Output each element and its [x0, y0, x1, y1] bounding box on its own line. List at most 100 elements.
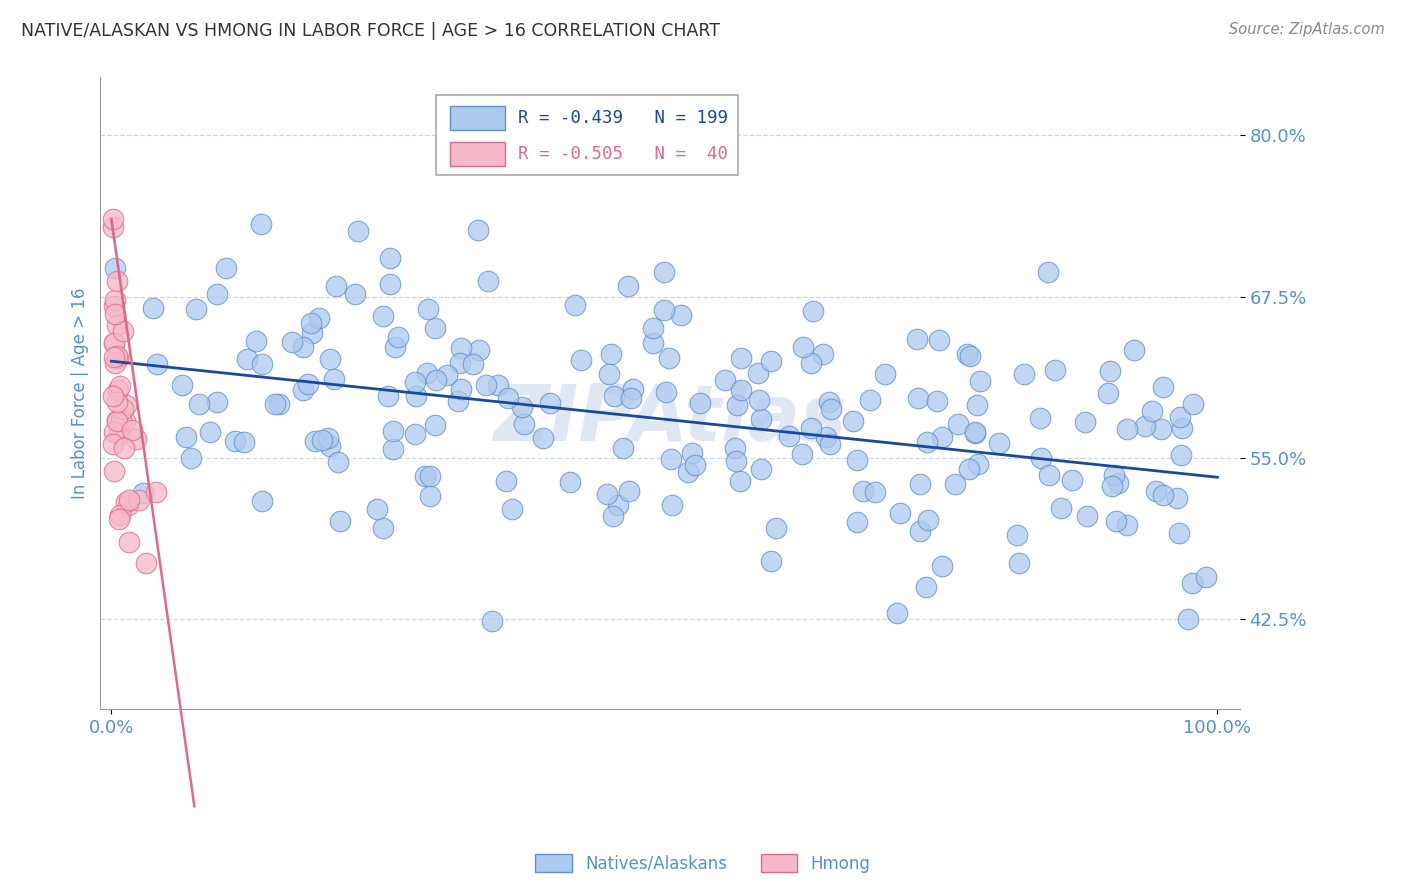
Point [103, 464, 125, 478]
Point [187, 397, 209, 411]
Point [931, 558, 953, 573]
Point [1170, 448, 1192, 462]
Point [103, 336, 125, 351]
Point [174, 430, 197, 444]
Point [311, 433, 333, 447]
Point [416, 366, 439, 380]
Point [198, 425, 221, 439]
Point [1181, 397, 1204, 411]
Point [264, 397, 287, 411]
Point [112, 401, 135, 416]
Point [1168, 409, 1191, 424]
Point [304, 434, 326, 448]
Point [818, 436, 841, 450]
Point [291, 383, 314, 397]
Point [103, 219, 125, 234]
Point [115, 495, 138, 509]
Point [748, 393, 770, 408]
Point [959, 349, 981, 363]
Point [564, 298, 586, 312]
Point [488, 377, 510, 392]
Point [641, 335, 664, 350]
Point [404, 375, 426, 389]
Point [917, 513, 939, 527]
Point [1195, 570, 1218, 584]
Point [145, 357, 167, 371]
Point [378, 277, 401, 292]
Point [104, 356, 127, 370]
Point [886, 606, 908, 620]
Point [496, 391, 519, 405]
Point [103, 335, 125, 350]
Point [380, 251, 402, 265]
Point [1101, 479, 1123, 493]
Point [531, 431, 554, 445]
Point [297, 377, 319, 392]
Point [987, 436, 1010, 450]
Point [689, 395, 711, 409]
Point [908, 477, 931, 491]
Point [328, 455, 350, 469]
Point [724, 454, 747, 468]
Point [377, 389, 399, 403]
Point [436, 368, 458, 383]
Point [966, 458, 988, 472]
Point [423, 320, 446, 334]
Point [842, 414, 865, 428]
Point [612, 441, 634, 455]
Point [681, 446, 703, 460]
Point [1050, 500, 1073, 515]
FancyBboxPatch shape [450, 142, 505, 166]
Point [101, 389, 124, 403]
Point [943, 476, 966, 491]
Point [905, 332, 928, 346]
Point [467, 343, 489, 358]
Point [322, 372, 344, 386]
Point [105, 413, 128, 427]
Text: R = -0.439   N = 199: R = -0.439 N = 199 [519, 109, 728, 127]
Point [1133, 419, 1156, 434]
Point [184, 301, 207, 316]
Point [301, 326, 323, 340]
Point [128, 493, 150, 508]
Point [450, 341, 472, 355]
Point [205, 395, 228, 409]
Point [118, 535, 141, 549]
Point [103, 350, 125, 364]
Point [236, 352, 259, 367]
Point [114, 414, 136, 428]
Point [956, 347, 979, 361]
Point [845, 453, 868, 467]
Point [1177, 612, 1199, 626]
Point [125, 432, 148, 446]
Point [245, 334, 267, 348]
Point [1116, 517, 1139, 532]
Point [115, 398, 138, 412]
Point [387, 329, 409, 343]
Point [1152, 380, 1174, 394]
Point [661, 498, 683, 512]
Point [928, 333, 950, 347]
Point [366, 501, 388, 516]
Point [852, 484, 875, 499]
Point [121, 423, 143, 437]
Point [117, 498, 139, 512]
Point [617, 483, 640, 498]
Point [800, 356, 823, 370]
Point [232, 434, 254, 449]
Text: Source: ZipAtlas.com: Source: ZipAtlas.com [1229, 22, 1385, 37]
FancyBboxPatch shape [436, 95, 738, 176]
Point [778, 429, 800, 443]
Point [107, 383, 129, 397]
Point [215, 260, 238, 275]
Point [180, 451, 202, 466]
Point [205, 287, 228, 301]
Point [925, 393, 948, 408]
Point [818, 394, 841, 409]
Point [669, 308, 692, 322]
Point [558, 475, 581, 489]
Point [606, 498, 628, 512]
Point [617, 279, 640, 293]
Point [714, 373, 737, 387]
Point [1150, 422, 1173, 436]
